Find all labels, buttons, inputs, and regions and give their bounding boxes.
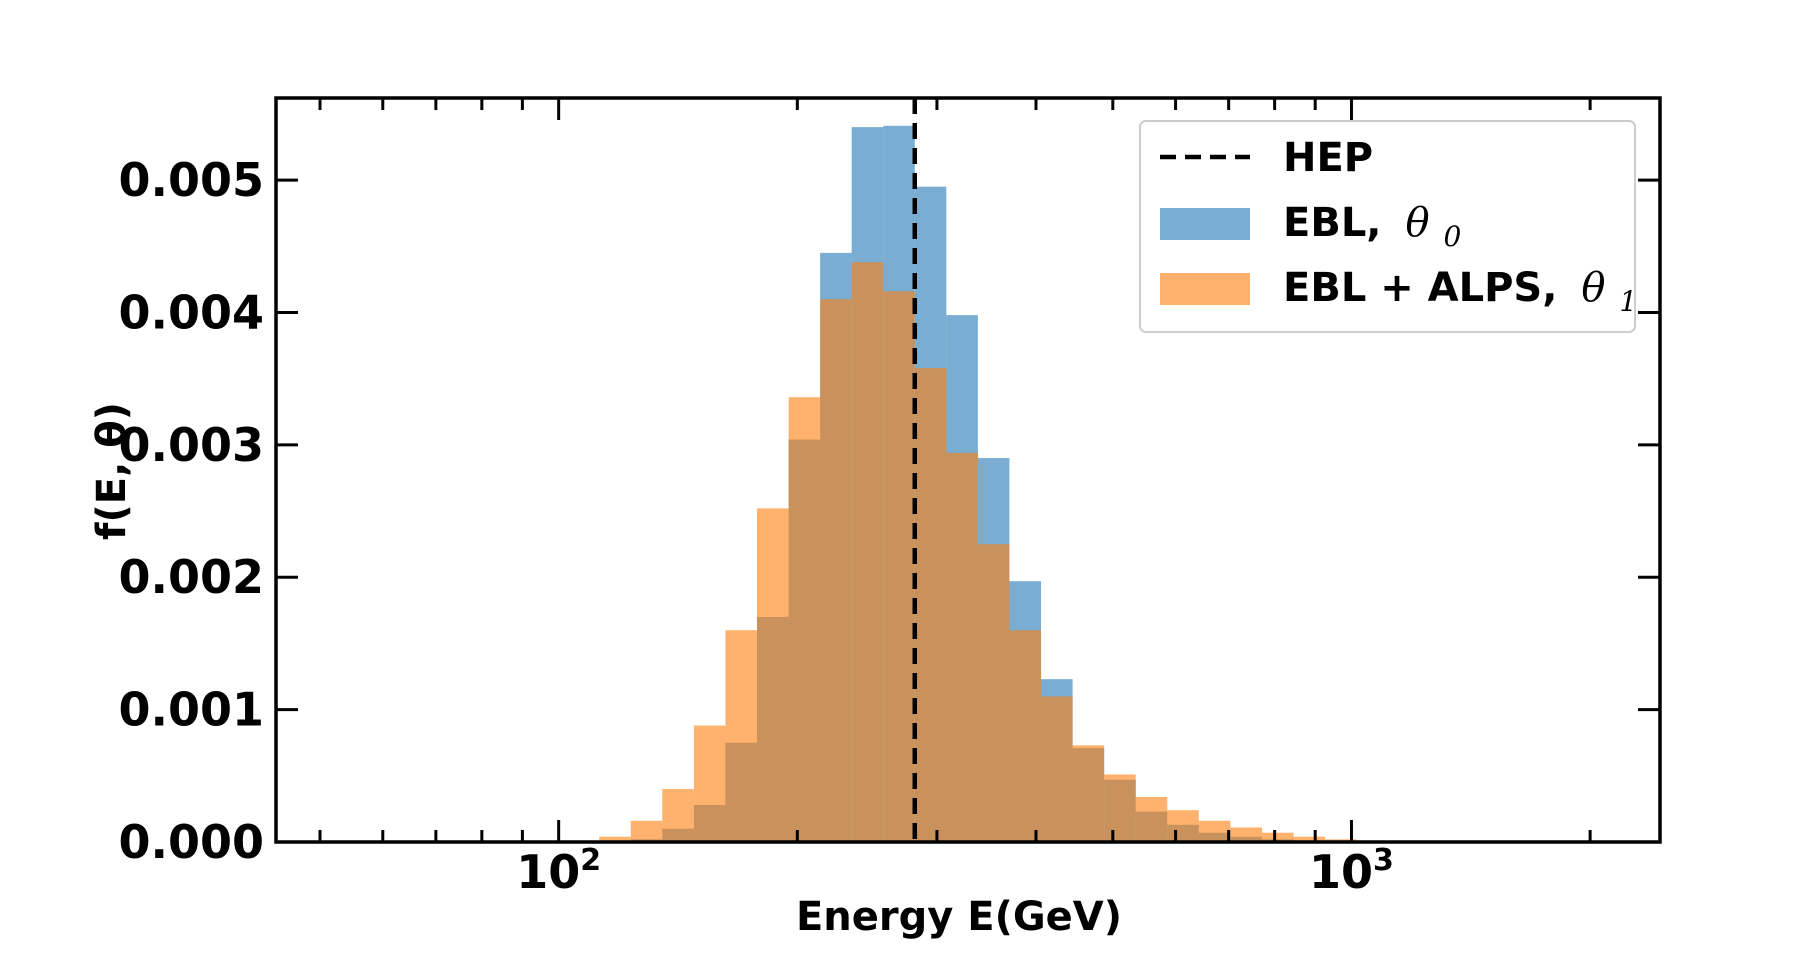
histogram-bar xyxy=(1261,832,1294,842)
histogram-bar xyxy=(883,291,915,842)
legend-ebl-swatch xyxy=(1160,208,1250,240)
x-axis-label: Energy E(GeV) xyxy=(796,894,1122,940)
histogram-bar xyxy=(1041,696,1073,842)
histogram-bar xyxy=(1135,796,1168,842)
histogram-bar xyxy=(946,452,978,842)
histogram-bar xyxy=(1009,630,1042,842)
series-1-bars xyxy=(599,262,1420,842)
histogram-bar xyxy=(662,789,694,842)
histogram-bar xyxy=(725,630,758,842)
legend-ebl-alps-swatch xyxy=(1160,273,1250,305)
histogram-bar xyxy=(1293,836,1326,842)
histogram-bar xyxy=(1198,820,1231,842)
legend-frame xyxy=(1139,120,1636,333)
y-tick-labels: 0.000 0.001 0.002 0.003 0.004 0.005 xyxy=(118,153,264,869)
histogram-bar xyxy=(914,368,947,842)
x-tick-label: 103 xyxy=(1309,843,1394,899)
y-tick-label: 0.005 xyxy=(118,153,264,207)
legend-ebl-alps-subscript: 1 xyxy=(1619,285,1637,318)
histogram-bar xyxy=(1104,774,1136,842)
histogram-bar xyxy=(977,544,1010,842)
histogram-bar xyxy=(1072,745,1105,842)
y-tick-label: 0.004 xyxy=(118,285,264,339)
legend-ebl-alps-text: EBL + ALPS, xyxy=(1283,265,1557,311)
histogram-bar xyxy=(630,820,663,842)
y-tick-label: 0.002 xyxy=(118,550,264,604)
x-tick-labels: 102 103 xyxy=(516,843,1394,899)
legend-ebl-alps-label: EBL + ALPS, θ 1 xyxy=(1283,265,1637,318)
legend-ebl-text: EBL, xyxy=(1283,200,1382,246)
plot-frame xyxy=(274,96,1662,844)
histogram-bar xyxy=(788,397,821,842)
legend: HEP EBL, θ 0 EBL + ALPS, θ 1 xyxy=(1139,120,1637,333)
x-tick-label: 102 xyxy=(516,843,601,899)
histogram-bar xyxy=(693,725,726,842)
histogram-bar xyxy=(757,508,789,842)
histogram-bar xyxy=(851,262,884,842)
histogram-bars xyxy=(599,125,1420,843)
y-tick-label: 0.000 xyxy=(118,815,264,869)
legend-ebl-label: EBL, θ 0 xyxy=(1283,200,1461,253)
histogram-bar xyxy=(820,299,852,842)
legend-ebl-subscript: 0 xyxy=(1443,220,1461,253)
histogram-bar xyxy=(599,836,631,842)
y-tick-label: 0.003 xyxy=(118,418,264,472)
histogram-bar xyxy=(1167,810,1199,842)
y-tick-label: 0.001 xyxy=(118,683,264,737)
y-axis-label: f(E, θ) xyxy=(89,402,135,540)
legend-ebl-alps-theta: θ xyxy=(1581,265,1605,311)
legend-hep-label: HEP xyxy=(1283,135,1373,181)
legend-ebl-theta: θ xyxy=(1405,200,1429,246)
histogram-bar xyxy=(1230,827,1262,842)
